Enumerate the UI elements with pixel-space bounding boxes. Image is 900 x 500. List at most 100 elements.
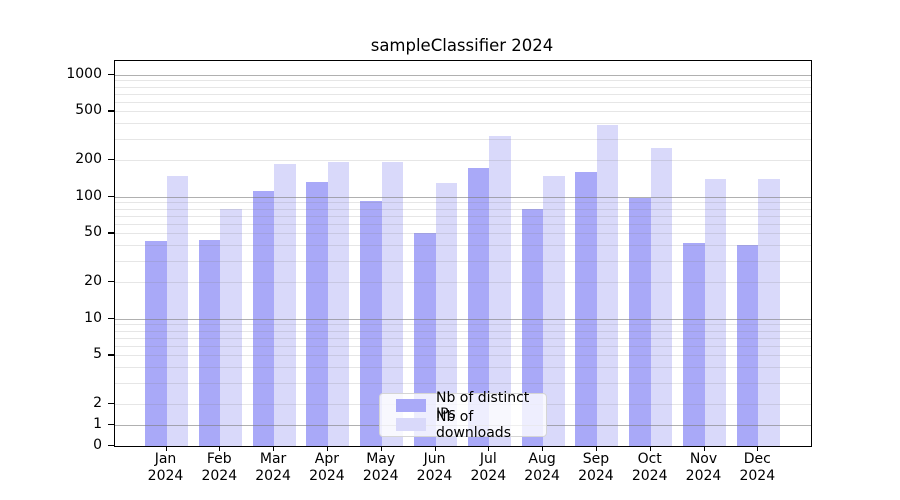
x-tick-label-sep: Sep 2024 bbox=[578, 451, 614, 484]
bar-downloads-jul bbox=[489, 135, 511, 446]
bar-ips-jul bbox=[467, 167, 490, 446]
bar-downloads-may bbox=[381, 161, 404, 446]
bar-downloads-mar bbox=[274, 164, 296, 446]
x-tick-mark bbox=[219, 446, 221, 451]
legend: Nb of distinct IPs Nb of downloads bbox=[379, 390, 547, 441]
x-tick-mark bbox=[434, 446, 436, 451]
gridline-minor bbox=[115, 337, 811, 339]
gridline-minor bbox=[115, 111, 811, 113]
gridline-minor bbox=[115, 345, 811, 347]
gridline-minor bbox=[115, 330, 811, 332]
y-tick-label: 0 bbox=[93, 437, 102, 453]
bar-ips-apr bbox=[306, 182, 328, 446]
gridline-minor bbox=[115, 260, 811, 262]
x-tick-mark bbox=[326, 446, 329, 451]
gridline-minor bbox=[115, 202, 811, 204]
x-tick-mark bbox=[488, 446, 490, 451]
gridline-minor bbox=[115, 223, 811, 225]
x-tick-label-aug: Aug 2024 bbox=[524, 451, 560, 484]
gridline-minor bbox=[115, 215, 811, 217]
bar-ips-oct bbox=[629, 198, 651, 446]
y-tick-mark bbox=[108, 424, 114, 426]
x-tick-mark bbox=[757, 446, 759, 451]
y-tick-label: 5 bbox=[93, 346, 102, 363]
bar-ips-jan bbox=[145, 241, 167, 446]
x-tick-label-oct: Oct 2024 bbox=[631, 451, 668, 484]
legend-label: Nb of distinct IPs bbox=[436, 389, 530, 422]
y-tick-mark bbox=[108, 232, 114, 234]
bar-ips-may bbox=[360, 201, 382, 446]
bar-ips-sep bbox=[575, 172, 597, 446]
x-tick-mark bbox=[273, 446, 275, 451]
gridline-major bbox=[115, 74, 811, 76]
bar-downloads-nov bbox=[704, 179, 726, 446]
bar-downloads-sep bbox=[596, 125, 619, 446]
y-tick-mark bbox=[108, 445, 114, 447]
gridline-minor bbox=[115, 355, 811, 357]
gridline-minor bbox=[115, 80, 811, 82]
x-tick-label-nov: Nov 2024 bbox=[685, 451, 722, 484]
x-tick-mark bbox=[380, 446, 382, 451]
y-tick-label: 50 bbox=[84, 224, 102, 241]
x-tick-mark bbox=[703, 446, 705, 451]
x-tick-label-apr: Apr 2024 bbox=[309, 451, 345, 484]
bar-downloads-dec bbox=[758, 178, 780, 446]
gridline-minor bbox=[115, 208, 811, 210]
chart-title: sampleClassifier 2024 bbox=[370, 36, 554, 55]
x-tick-label-may: May 2024 bbox=[362, 451, 399, 484]
gridline-major bbox=[115, 196, 811, 198]
bar-downloads-aug bbox=[543, 175, 565, 446]
x-tick-mark bbox=[542, 446, 544, 451]
gridline-minor bbox=[115, 233, 811, 235]
x-tick-label-dec: Dec 2024 bbox=[739, 451, 776, 484]
bar-ips-feb bbox=[198, 240, 221, 446]
legend-swatch-distinct-ips bbox=[396, 399, 426, 412]
y-tick-mark bbox=[108, 403, 114, 405]
x-tick-mark bbox=[595, 446, 598, 451]
y-tick-mark bbox=[108, 159, 114, 161]
gridline-minor bbox=[115, 324, 811, 326]
x-tick-label-jul: Jul 2024 bbox=[470, 451, 507, 484]
gridline-minor bbox=[115, 138, 811, 140]
y-tick-mark bbox=[108, 317, 114, 319]
bars-layer bbox=[115, 61, 811, 446]
legend-label: Nb of downloads bbox=[436, 408, 511, 441]
x-tick-label-jun: Jun 2024 bbox=[416, 451, 453, 484]
y-tick-mark bbox=[108, 73, 114, 75]
legend-item-downloads: Nb of downloads bbox=[396, 409, 538, 441]
y-tick-label: 200 bbox=[75, 151, 102, 167]
legend-swatch-downloads bbox=[396, 418, 426, 431]
gridline-minor bbox=[115, 123, 811, 125]
bar-ips-nov bbox=[683, 242, 705, 446]
bar-downloads-feb bbox=[220, 209, 242, 446]
gridline-minor bbox=[115, 93, 811, 95]
y-tick-mark bbox=[108, 281, 114, 283]
x-tick-label-feb: Feb 2024 bbox=[201, 451, 238, 484]
y-tick-label: 1000 bbox=[66, 65, 102, 82]
legend-item-distinct-ips: Nb of distinct IPs bbox=[396, 390, 538, 422]
x-tick-mark bbox=[649, 446, 651, 451]
y-tick-label: 500 bbox=[75, 102, 102, 119]
y-tick-label: 100 bbox=[75, 187, 102, 204]
y-tick-mark bbox=[108, 110, 114, 112]
x-tick-label-mar: Mar 2024 bbox=[255, 451, 291, 484]
gridline-minor bbox=[115, 367, 811, 369]
bar-downloads-jan bbox=[166, 175, 188, 446]
x-tick-label-jan: Jan 2024 bbox=[147, 451, 184, 484]
gridline-minor bbox=[115, 382, 811, 384]
bar-downloads-oct bbox=[650, 147, 673, 446]
bar-downloads-apr bbox=[327, 161, 350, 446]
gridline-major bbox=[115, 318, 811, 320]
x-tick-mark bbox=[165, 446, 167, 451]
bar-ips-mar bbox=[252, 191, 275, 446]
y-tick-mark bbox=[108, 354, 114, 356]
gridline-minor bbox=[115, 101, 811, 103]
gridline-minor bbox=[115, 282, 811, 283]
gridline-minor bbox=[115, 86, 811, 88]
gridline-minor bbox=[115, 160, 811, 161]
plot-area bbox=[114, 60, 812, 447]
y-tick-label: 10 bbox=[84, 309, 102, 326]
bar-ips-dec bbox=[736, 245, 759, 446]
y-tick-label: 1 bbox=[93, 416, 102, 432]
y-tick-label: 20 bbox=[84, 273, 102, 289]
